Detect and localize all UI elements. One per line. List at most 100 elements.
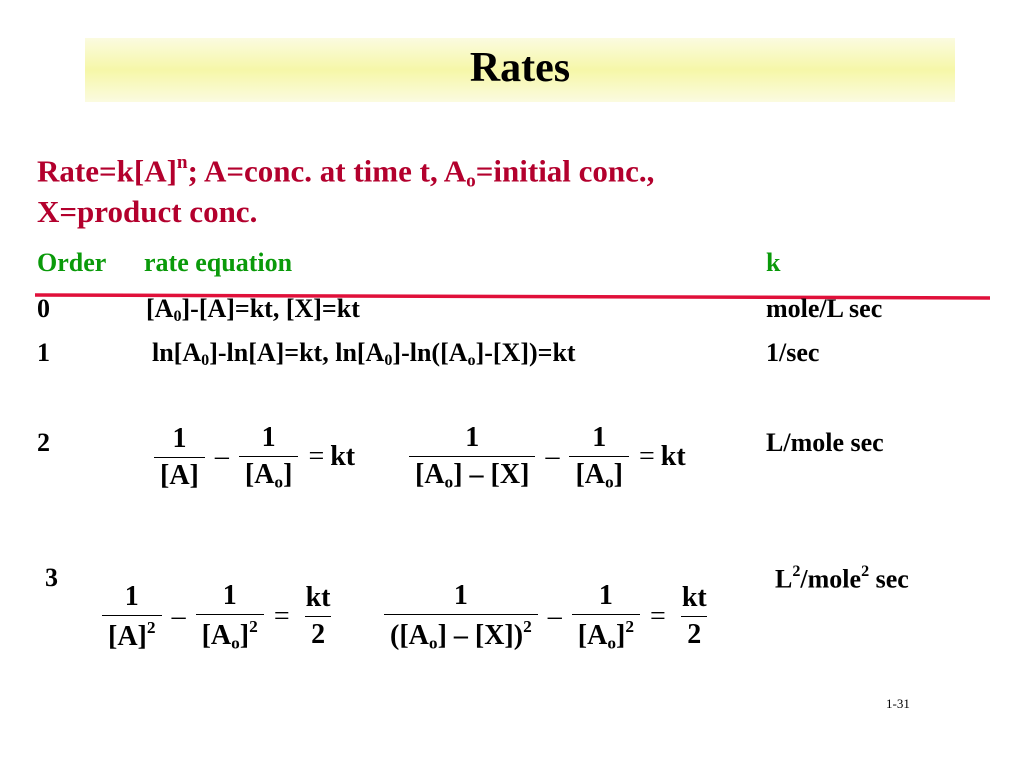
- operator: –: [545, 441, 560, 473]
- subscript: o: [428, 633, 438, 653]
- text: =initial conc.,: [475, 153, 655, 189]
- text: L: [775, 564, 793, 594]
- text: ; A=conc. at time t, A: [187, 153, 467, 189]
- superscript: 2: [249, 617, 258, 636]
- superscript: 2: [625, 617, 635, 636]
- fraction: 1 [Ao]: [238, 422, 299, 492]
- denominator: 2: [681, 616, 708, 651]
- fraction: kt 2: [676, 582, 713, 651]
- denominator: 2: [305, 616, 332, 651]
- slide-number: 1-31: [886, 696, 910, 711]
- denominator: [A]2: [102, 614, 162, 653]
- denominator: ([Ao] – [X])2: [384, 614, 538, 653]
- k-unit: L/mole sec: [766, 428, 884, 457]
- text: ]-ln([A: [392, 338, 468, 367]
- intro-line: Rate=k[A]n; A=conc. at time t, Ao=initia…: [37, 152, 654, 192]
- operator: =: [650, 600, 666, 632]
- numerator: kt: [305, 582, 331, 614]
- text: ]: [616, 620, 626, 652]
- subscript: o: [231, 633, 240, 653]
- superscript: 2: [523, 617, 532, 636]
- operator: –: [547, 600, 562, 632]
- title-band: [85, 38, 955, 102]
- superscript: 2: [792, 563, 801, 580]
- text: 2: [311, 619, 326, 651]
- subscript: o: [604, 472, 614, 492]
- text: ]: [283, 459, 293, 490]
- fraction: 1 [A]2: [102, 581, 162, 653]
- superscript: 2: [861, 563, 870, 580]
- superscript: n: [176, 152, 188, 173]
- equation: 1 [Ao] – [X] – 1 [Ao] = kt: [405, 422, 686, 492]
- header-equation: rate equation: [144, 248, 293, 277]
- subscript: o: [607, 633, 617, 653]
- k-unit: 1/sec: [766, 338, 820, 367]
- text: ln[A: [152, 338, 202, 367]
- k-unit: L2/mole2 sec: [775, 563, 909, 594]
- text: 2: [687, 619, 702, 651]
- numerator: 1: [261, 422, 276, 453]
- numerator: 1: [598, 580, 613, 611]
- order: 2: [37, 428, 50, 457]
- text: [A]: [108, 620, 147, 652]
- text: ]-[X])=kt: [475, 338, 576, 367]
- text: [A: [577, 620, 608, 652]
- subscript: 0: [173, 308, 182, 326]
- text: [A: [415, 459, 445, 490]
- text: ([A: [390, 620, 429, 652]
- denominator: [Ao]: [569, 456, 629, 492]
- header-k: k: [766, 248, 781, 277]
- text: [A]: [160, 459, 199, 491]
- text: [A: [575, 459, 605, 490]
- text: Rate=k[A]: [37, 153, 177, 189]
- numerator: 1: [222, 580, 237, 611]
- operator: =: [273, 600, 290, 632]
- text: ] – [X]: [453, 459, 530, 490]
- text: sec: [869, 564, 909, 594]
- rhs: kt: [330, 441, 356, 473]
- fraction: 1 [A]: [154, 423, 205, 492]
- text: ]: [613, 459, 623, 490]
- rhs: kt: [660, 441, 686, 473]
- text: ]: [239, 620, 250, 652]
- equation: [A0]-[A]=kt, [X]=kt: [146, 294, 360, 326]
- operator: =: [308, 441, 325, 473]
- text: [A: [201, 620, 232, 652]
- numerator: 1: [465, 422, 480, 453]
- fraction: 1 [Ao]: [569, 422, 629, 492]
- equation: 1 [A] – 1 [Ao] = kt: [150, 422, 355, 492]
- text: ]-[A]=kt, [X]=kt: [181, 294, 360, 323]
- operator: –: [214, 441, 229, 473]
- numerator: kt: [681, 582, 707, 614]
- slide-title: Rates: [469, 45, 571, 91]
- text: [A: [146, 294, 174, 323]
- subscript: o: [274, 472, 284, 492]
- fraction: 1 [Ao]2: [571, 580, 641, 653]
- denominator: [A]: [154, 456, 205, 492]
- text: ]-ln[A]=kt, ln[A: [209, 338, 385, 367]
- equation: 1 [A]2 – 1 [Ao]2 = kt 2: [98, 580, 341, 653]
- subscript: o: [466, 170, 476, 192]
- text: [A: [244, 459, 275, 490]
- fraction: 1 [Ao]2: [195, 580, 264, 653]
- superscript: 2: [146, 617, 156, 637]
- operator: =: [639, 441, 655, 473]
- numerator: 1: [453, 580, 468, 611]
- fraction: 1 ([Ao] – [X])2: [384, 580, 538, 653]
- denominator: [Ao]2: [195, 614, 264, 653]
- k-unit: mole/L sec: [766, 294, 883, 323]
- order: 0: [37, 294, 50, 323]
- denominator: [Ao]2: [571, 614, 641, 653]
- order: 3: [45, 563, 58, 592]
- denominator: [Ao]: [238, 456, 299, 492]
- order: 1: [37, 338, 50, 367]
- denominator: [Ao] – [X]: [409, 456, 536, 492]
- subscript: 0: [384, 352, 393, 370]
- header-order: Order: [37, 248, 107, 277]
- subscript: o: [467, 352, 476, 370]
- text: /mole: [800, 564, 862, 594]
- divider-line: [34, 293, 991, 300]
- fraction: 1 [Ao] – [X]: [409, 422, 536, 492]
